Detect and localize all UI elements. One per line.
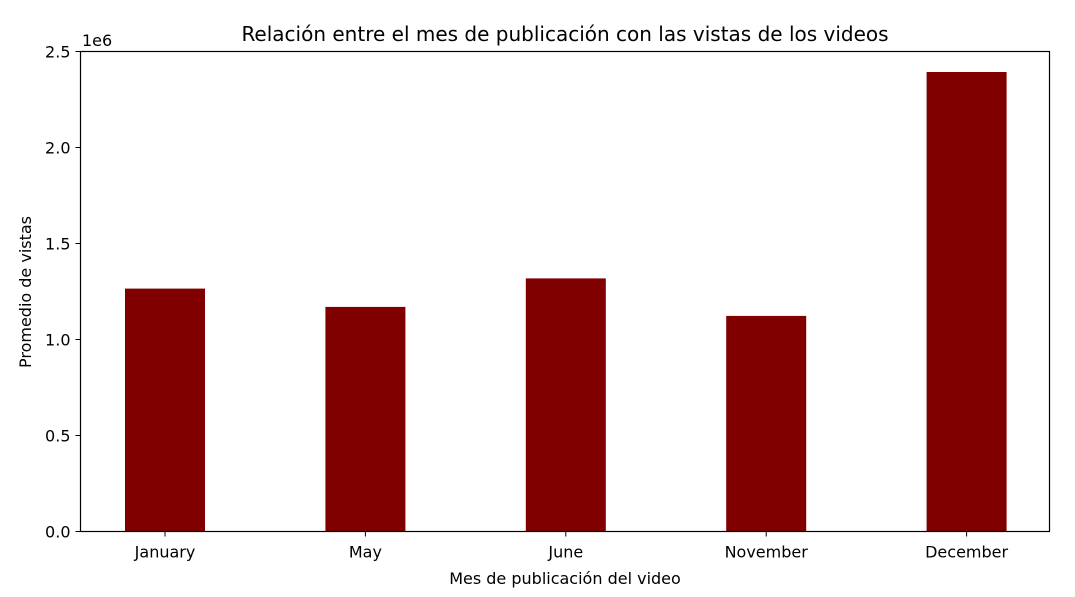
x-axis-label: Mes de publicación del video: [449, 569, 681, 588]
y-tick-label: 1.5: [45, 235, 70, 254]
x-tick-label: May: [349, 543, 382, 562]
x-tick-label: December: [925, 543, 1008, 562]
bar-december: [926, 72, 1007, 532]
y-offset-label: 1e6: [82, 31, 112, 50]
y-tick-label: 2.5: [45, 43, 70, 62]
y-axis-ticks: 0.0 0.5 1.0 1.5 2.0 2.5: [45, 43, 81, 542]
bar-may: [325, 306, 406, 532]
y-tick-label: 0.0: [45, 523, 70, 542]
chart-title: Relación entre el mes de publicación con…: [241, 22, 888, 46]
y-axis-label: Promedio de vistas: [16, 216, 35, 368]
x-tick-label: January: [134, 543, 196, 562]
bar-january: [125, 288, 205, 532]
bar-june: [525, 278, 606, 532]
plot-frame: [79, 50, 1051, 533]
x-tick-label: November: [725, 543, 809, 562]
bars-group: [125, 72, 1007, 532]
y-tick-label: 1.0: [45, 331, 70, 350]
x-tick-label: June: [547, 543, 583, 562]
y-tick-label: 2.0: [45, 139, 70, 158]
x-axis-ticks: January May June November December: [134, 531, 1009, 562]
bar-november: [726, 315, 807, 532]
y-tick-label: 0.5: [45, 427, 70, 446]
